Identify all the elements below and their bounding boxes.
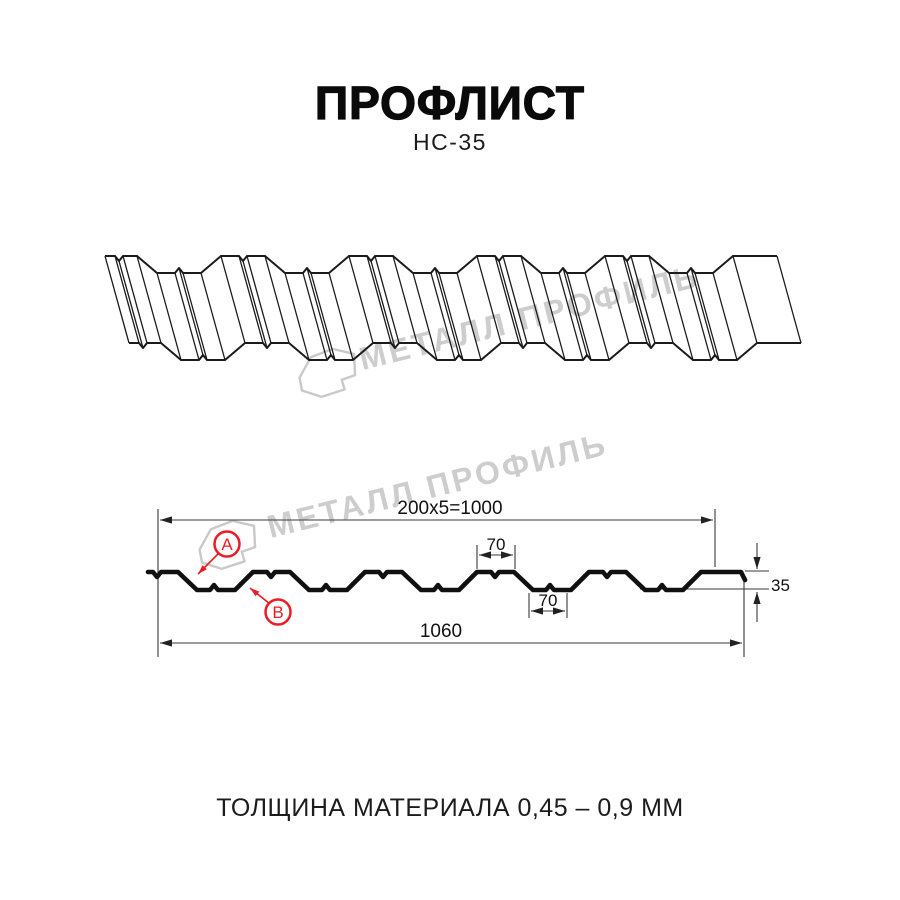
profile-height-label: 35 (771, 576, 790, 595)
callout-a-badge (213, 530, 241, 558)
working-width-label: 200x5=1000 (397, 498, 502, 519)
brand-logo-watermark-icon (198, 519, 257, 571)
material-thickness-note: ТОЛЩИНА МАТЕРИАЛА 0,45 – 0,9 ММ (216, 794, 684, 822)
callout-b-label: B (272, 603, 283, 622)
profile-code: НС-35 (413, 129, 487, 155)
callouts: A B (197, 530, 292, 626)
overall-width-label: 1060 (420, 621, 462, 642)
rib-top-width-label: 70 (487, 535, 506, 554)
rib-bottom-width-label: 70 (539, 591, 558, 610)
callout-a-label: A (221, 535, 233, 554)
profile-sheet-3d-view (104, 255, 802, 361)
callout-b-badge (264, 598, 292, 626)
dimension-lines (157, 509, 769, 657)
dimension-labels: 200x5=1000 1060 70 70 35 (397, 498, 789, 642)
brand-logo-watermark-icon (298, 347, 357, 399)
page-title: ПРОФЛИСТ (314, 76, 585, 129)
profile-cross-section (145, 569, 748, 593)
